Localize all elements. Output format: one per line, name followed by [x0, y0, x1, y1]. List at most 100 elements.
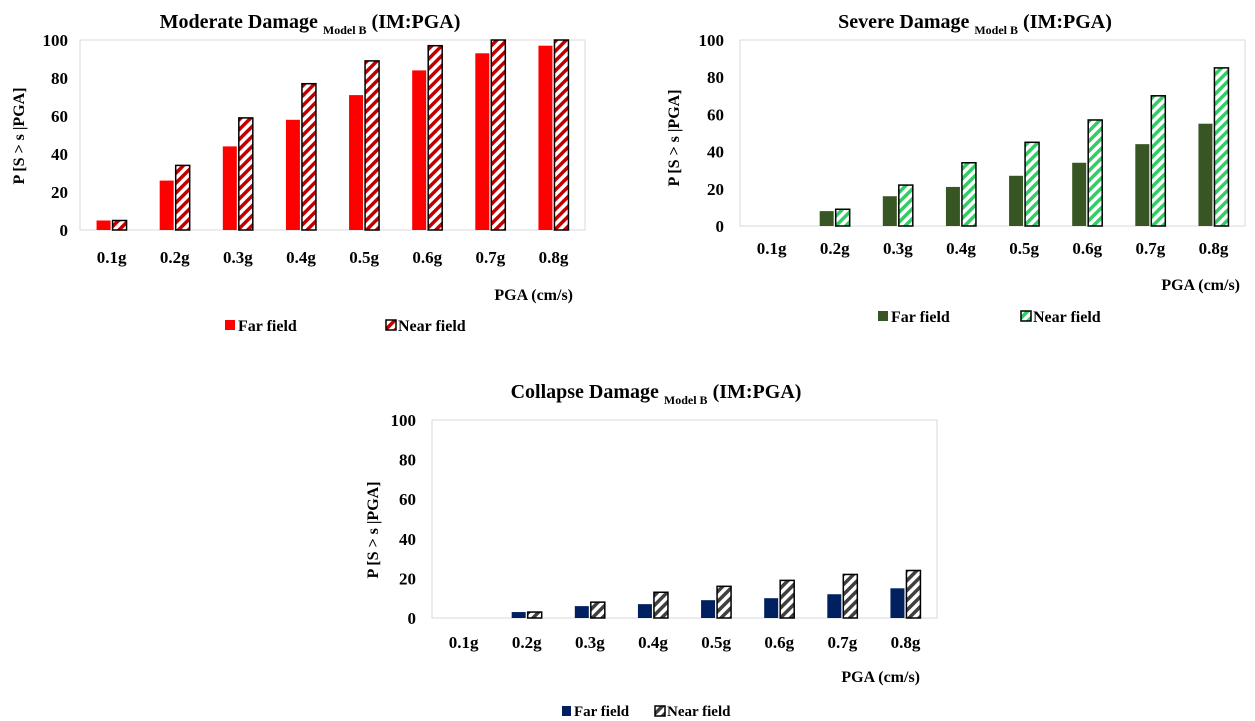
- x-tick-label: 0.7g: [475, 248, 505, 267]
- y-tick-label: 80: [399, 451, 416, 470]
- chart-title: Collapse Damage Model B (IM:PGA): [511, 381, 802, 407]
- x-tick-label: 0.4g: [638, 633, 668, 652]
- y-tick-label: 100: [43, 31, 69, 50]
- y-tick-label: 40: [399, 530, 416, 549]
- plot-area: [431, 419, 938, 619]
- legend-label-far-field: Far field: [574, 704, 630, 720]
- bar-far-field: [511, 612, 526, 618]
- legend-label-far-field: Far field: [891, 309, 950, 326]
- y-ticks: 0 20 40 60 80 100: [699, 31, 725, 236]
- x-ticks: 0.1g 0.2g 0.3g 0.4g 0.5g 0.6g 0.7g 0.8g: [449, 633, 921, 652]
- x-tick-label: 0.7g: [827, 633, 857, 652]
- chart-title-main: Collapse Damage: [511, 381, 659, 403]
- legend: Far field Near field: [562, 704, 731, 720]
- bar-far-field: [412, 70, 427, 231]
- x-tick-label: 0.3g: [223, 248, 253, 267]
- legend: Far field Near field: [225, 318, 466, 335]
- x-tick-label: 0.6g: [764, 633, 794, 652]
- bar-near-field: [834, 208, 851, 227]
- chart-title-main: Severe Damage: [838, 11, 969, 33]
- chart-title: Severe Damage Model B (IM:PGA): [838, 11, 1112, 37]
- x-tick-label: 0.3g: [883, 239, 913, 258]
- x-tick-label: 0.6g: [1072, 239, 1102, 258]
- chart-title-sub: Model B: [974, 23, 1018, 37]
- bar-far-field: [890, 588, 905, 618]
- y-tick-label: 40: [51, 145, 68, 164]
- legend: Far field Near field: [878, 309, 1101, 326]
- bar-far-field: [285, 119, 300, 230]
- y-ticks: 0 20 40 60 80 100: [43, 31, 69, 240]
- bar-near-field: [842, 573, 859, 619]
- bar-far-field: [1135, 144, 1150, 226]
- x-tick-label: 0.4g: [286, 248, 316, 267]
- chart-title-main: Moderate Damage: [160, 11, 318, 33]
- bar-far-field: [701, 600, 716, 618]
- chart-moderate: Moderate Damage Model B (IM:PGA) P [S > s …: [11, 11, 586, 335]
- bars-layer: [819, 67, 1230, 227]
- bar-near-field: [1024, 141, 1040, 227]
- x-ticks: 0.1g 0.2g 0.3g 0.4g 0.5g 0.6g 0.7g 0.8g: [757, 239, 1229, 258]
- chart-collapse: Collapse Damage Model B (IM:PGA) P [S > s …: [365, 381, 938, 720]
- bar-near-field: [526, 611, 543, 619]
- legend-swatch-far-field: [878, 311, 888, 321]
- bar-near-field: [1150, 95, 1167, 227]
- bar-far-field: [1198, 123, 1213, 226]
- x-tick-label: 0.1g: [97, 248, 127, 267]
- bar-far-field: [538, 45, 553, 231]
- bar-near-field: [238, 117, 254, 231]
- bar-far-field: [637, 604, 652, 618]
- bar-near-field: [961, 162, 977, 227]
- x-tick-label: 0.2g: [512, 633, 542, 652]
- bar-far-field: [945, 186, 960, 226]
- bar-near-field: [905, 569, 922, 619]
- x-tick-label: 0.1g: [449, 633, 479, 652]
- bar-far-field: [96, 220, 111, 230]
- bar-near-field: [653, 591, 669, 619]
- x-tick-label: 0.8g: [891, 633, 921, 652]
- legend-swatch-near-field: [1020, 310, 1032, 322]
- y-axis-label: P [S > s |PGA]: [666, 89, 683, 186]
- bar-far-field: [222, 146, 237, 230]
- y-axis-label: P [S > s |PGA]: [11, 87, 28, 184]
- legend-label-near-field: Near field: [398, 318, 466, 335]
- bar-near-field: [364, 60, 380, 231]
- chart-title-suffix: (IM:PGA): [1023, 11, 1112, 33]
- bar-far-field: [475, 53, 490, 230]
- bar-near-field: [301, 82, 317, 231]
- bar-near-field: [490, 39, 507, 231]
- y-tick-label: 40: [707, 143, 724, 162]
- x-tick-label: 0.5g: [349, 248, 379, 267]
- y-tick-label: 100: [391, 411, 417, 430]
- y-tick-label: 80: [707, 68, 724, 87]
- chart-title-suffix: (IM:PGA): [713, 381, 802, 403]
- x-tick-label: 0.3g: [575, 633, 605, 652]
- x-ticks: 0.1g 0.2g 0.3g 0.4g 0.5g 0.6g 0.7g 0.8g: [97, 248, 569, 267]
- bar-far-field: [764, 598, 779, 618]
- x-tick-label: 0.1g: [757, 239, 787, 258]
- bars-layer: [511, 569, 922, 619]
- y-axis-label: P [S > s |PGA]: [365, 481, 382, 578]
- bar-near-field: [898, 184, 914, 227]
- bar-far-field: [882, 196, 897, 226]
- bar-near-field: [716, 585, 732, 619]
- chart-title-sub: Model B: [323, 23, 367, 37]
- plot-area: [79, 39, 586, 231]
- bar-near-field: [1213, 67, 1230, 227]
- x-tick-label: 0.8g: [1199, 239, 1229, 258]
- y-tick-label: 20: [707, 180, 724, 199]
- bar-far-field: [574, 606, 589, 618]
- bar-near-field: [779, 579, 795, 619]
- y-tick-label: 0: [716, 217, 725, 236]
- legend-label-near-field: Near field: [1033, 309, 1101, 326]
- bar-near-field: [174, 164, 191, 231]
- x-axis-label: PGA (cm/s): [841, 669, 920, 686]
- y-tick-label: 20: [399, 569, 416, 588]
- chart-title-sub: Model B: [664, 393, 708, 407]
- x-tick-label: 0.2g: [820, 239, 850, 258]
- x-tick-label: 0.6g: [412, 248, 442, 267]
- y-tick-label: 60: [707, 105, 724, 124]
- plot-area: [739, 39, 1246, 227]
- legend-swatch-near-field: [385, 319, 397, 331]
- x-axis-label: PGA (cm/s): [494, 287, 573, 304]
